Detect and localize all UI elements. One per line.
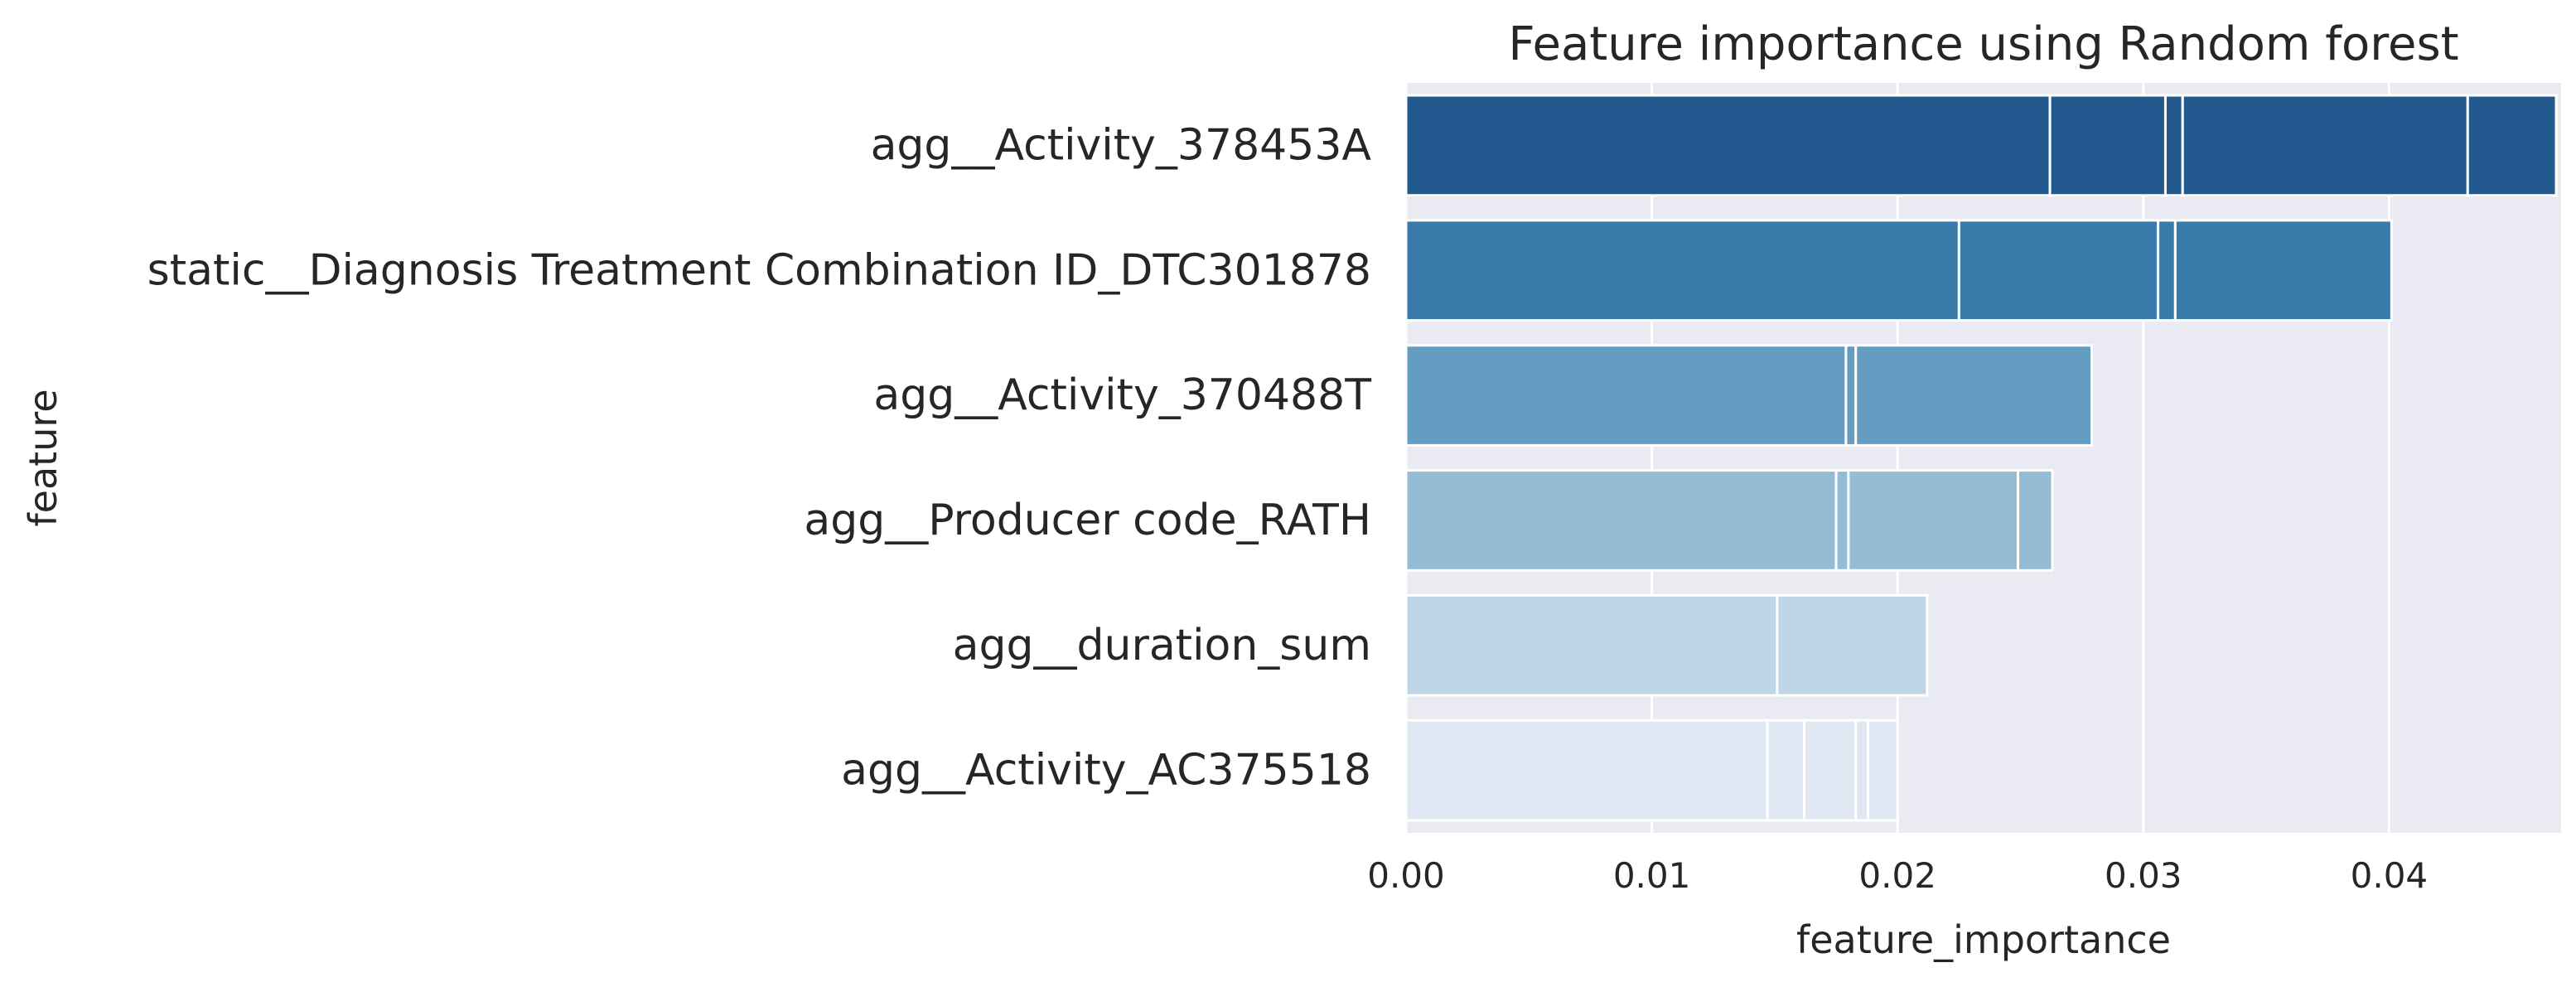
bar-segment (1834, 469, 1850, 572)
x-tick-label: 0.03 (2105, 855, 2182, 896)
bar-segment (1957, 219, 2160, 322)
y-tick-label: agg__Producer code_RATH (804, 496, 1371, 545)
y-tick-label: agg__Activity_AC375518 (841, 746, 1371, 796)
bar-segment (1847, 469, 2020, 572)
bar-segment (1404, 94, 2052, 197)
bar-segment (2466, 94, 2558, 197)
bar-segment (2163, 94, 2184, 197)
plot-area (1406, 83, 2561, 833)
bar-segment (2048, 94, 2167, 197)
bar-segment (2181, 94, 2469, 197)
x-tick-labels: 0.00 0.01 0.02 0.03 0.04 (1367, 855, 2428, 896)
y-tick-label: agg__Activity_370488T (873, 370, 1371, 420)
bar-segment (1404, 219, 1960, 322)
bar-segment (1404, 718, 1769, 822)
y-tick-label: agg__Activity_378453A (871, 120, 1372, 170)
x-axis-label: feature_importance (1796, 917, 2171, 962)
x-tick-label: 0.02 (1858, 855, 1936, 896)
chart-title: Feature importance using Random forest (1508, 17, 2458, 71)
x-tick-label: 0.00 (1367, 855, 1445, 896)
bar-segment (1844, 344, 1858, 447)
bar-segment (1854, 718, 1870, 822)
bar-segment (1854, 344, 2094, 447)
bar-segment (1404, 469, 1838, 572)
bar-segment (1802, 718, 1858, 822)
x-tick-label: 0.01 (1613, 855, 1691, 896)
bar-segment (1404, 344, 1848, 447)
x-tick-label: 0.04 (2351, 855, 2429, 896)
bar-segment (2173, 219, 2393, 322)
bar-segment (1867, 718, 1899, 822)
bar-segment (1776, 593, 1929, 697)
y-tick-label: agg__duration_sum (953, 621, 1371, 670)
y-tick-label: static__Diagnosis Treatment Combination … (147, 245, 1371, 295)
y-axis-label: feature (21, 389, 65, 526)
y-tick-labels: agg__Activity_378453A static__Diagnosis T… (147, 120, 1372, 795)
bar-segment (2017, 469, 2054, 572)
bar-segment (2157, 219, 2177, 322)
bars (1404, 94, 2558, 822)
grid-lines (1404, 83, 2390, 833)
bar-segment (1404, 593, 1779, 697)
bar-segment (1766, 718, 1805, 822)
